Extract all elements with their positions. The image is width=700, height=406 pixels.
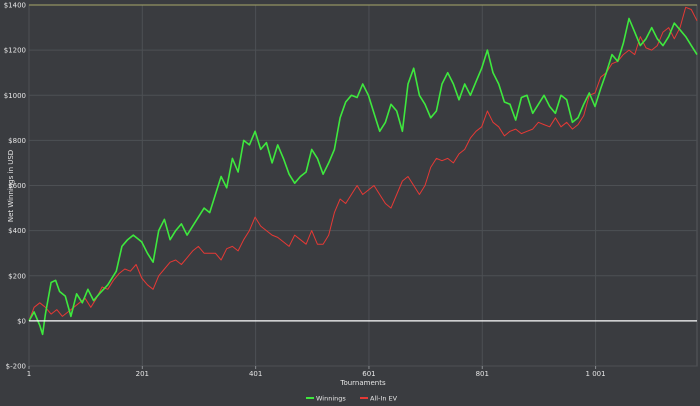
x-tick-label: 601 <box>362 370 375 378</box>
y-axis-title: Net Winnings in USD <box>7 150 15 222</box>
series-line-all-in-ev <box>28 6 698 322</box>
legend-label-winnings: Winnings <box>316 395 346 403</box>
y-tick-label: $-200 <box>6 363 26 371</box>
legend-label-all-in-ev: All-In EV <box>370 395 398 403</box>
x-axis-title: Tournaments <box>339 379 386 387</box>
y-tick-label: $600 <box>8 182 26 190</box>
y-tick-label: $1400 <box>4 2 26 10</box>
axes: $-200 $0 $200 $400 $600 $800 $1000 $1200 $1400 1 2… <box>4 2 697 378</box>
series-lines <box>28 6 698 336</box>
y-tick-label: $800 <box>8 137 26 145</box>
y-tick-label: $200 <box>8 272 26 280</box>
y-tick-label: $1200 <box>4 47 26 55</box>
x-tick-label: 1 <box>27 370 31 378</box>
legend: Winnings All-In EV <box>306 395 398 403</box>
x-tick-label: 801 <box>476 370 489 378</box>
x-tick-label: 201 <box>136 370 149 378</box>
y-tick-label: $400 <box>8 227 26 235</box>
y-tick-label: $1000 <box>4 92 26 100</box>
x-tick-label: 401 <box>249 370 262 378</box>
x-tick-label: 1 001 <box>586 370 606 378</box>
series-line-winnings <box>28 17 698 336</box>
y-tick-label: $0 <box>17 317 26 325</box>
